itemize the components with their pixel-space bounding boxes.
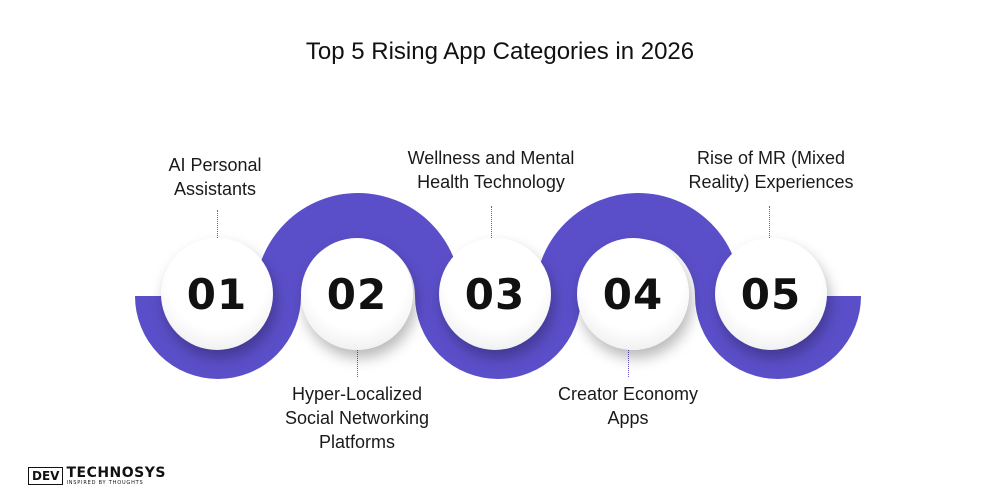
logo-tagline: INSPIRED BY THOUGHTS bbox=[66, 480, 144, 486]
label-line: Wellness and Mental bbox=[407, 148, 575, 168]
brand-logo: DEV TECHNOSYS INSPIRED BY THOUGHTS bbox=[28, 464, 166, 488]
label-line: Hyper-Localized bbox=[291, 384, 423, 404]
step-label-04: Creator Economy Apps bbox=[513, 382, 743, 430]
label-line: Rise of MR (Mixed bbox=[696, 148, 846, 168]
step-number: 02 bbox=[326, 269, 388, 319]
step-circle-04: 04 bbox=[577, 238, 689, 350]
step-circle-02: 02 bbox=[301, 238, 413, 350]
logo-mark: DEV bbox=[28, 467, 64, 485]
logo-text: TECHNOSYS INSPIRED BY THOUGHTS bbox=[66, 466, 166, 486]
label-line: Social Networking bbox=[284, 408, 430, 428]
step-label-05: Rise of MR (Mixed Reality) Experiences bbox=[656, 146, 886, 194]
step-label-02: Hyper-Localized Social Networking Platfo… bbox=[242, 382, 472, 454]
label-line: Apps bbox=[607, 408, 649, 428]
label-line: Reality) Experiences bbox=[688, 172, 854, 192]
step-label-03: Wellness and Mental Health Technology bbox=[376, 146, 606, 194]
step-circle-05: 05 bbox=[715, 238, 827, 350]
step-circle-03: 03 bbox=[439, 238, 551, 350]
label-line: Platforms bbox=[318, 432, 396, 452]
step-label-01: AI Personal Assistants bbox=[100, 153, 330, 201]
label-line: Assistants bbox=[173, 179, 257, 199]
step-number: 05 bbox=[740, 269, 802, 319]
step-number: 03 bbox=[464, 269, 526, 319]
connector-05 bbox=[769, 206, 770, 238]
step-number: 01 bbox=[186, 269, 248, 319]
connector-01 bbox=[217, 210, 218, 238]
connector-03 bbox=[491, 206, 492, 238]
label-line: Health Technology bbox=[417, 172, 565, 192]
connector-04 bbox=[628, 347, 629, 377]
connector-02 bbox=[357, 347, 358, 377]
page-title: Top 5 Rising App Categories in 2026 bbox=[305, 38, 695, 65]
step-number: 04 bbox=[602, 269, 664, 319]
logo-name: TECHNOSYS bbox=[66, 465, 166, 481]
step-circle-01: 01 bbox=[161, 238, 273, 350]
label-line: AI Personal bbox=[168, 155, 262, 175]
label-line: Creator Economy bbox=[557, 384, 699, 404]
